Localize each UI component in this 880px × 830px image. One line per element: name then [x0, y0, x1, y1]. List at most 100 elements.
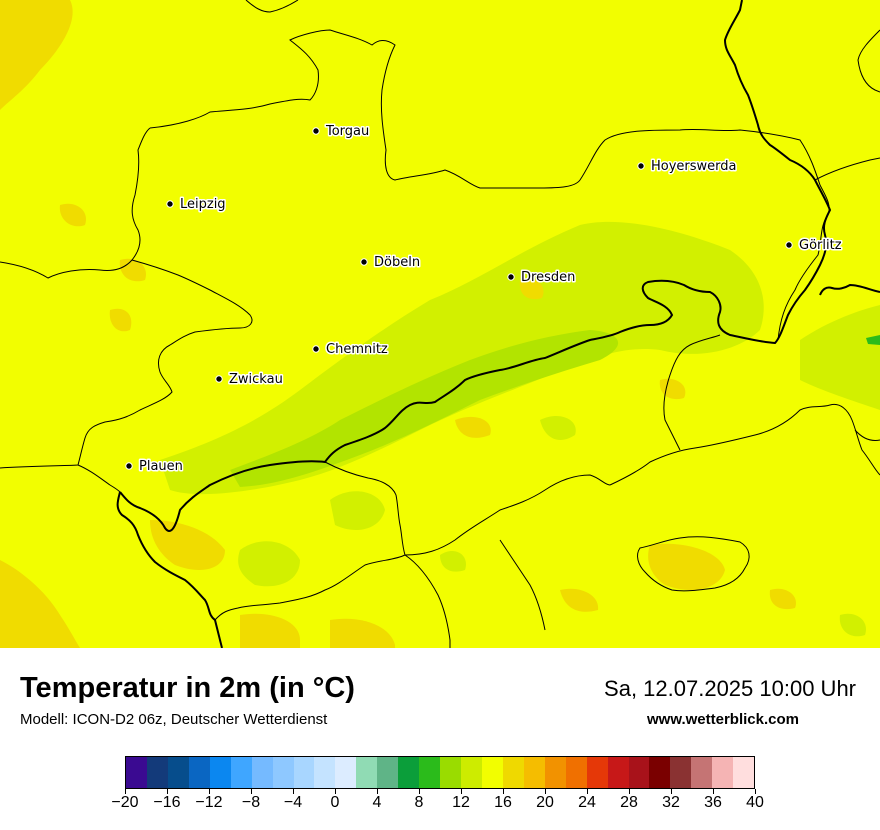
- colorbar-swatch: [272, 757, 294, 788]
- colorbar-swatch: [293, 757, 315, 788]
- colorbar-tick-mark: [586, 789, 588, 794]
- city-dot-plauen: [125, 462, 133, 470]
- warm-s2: [330, 618, 395, 648]
- colorbar-tick-mark: [712, 789, 714, 794]
- colorbar-swatch: [628, 757, 650, 788]
- warm-w1: [109, 308, 132, 332]
- colorbar-swatch: [733, 757, 755, 788]
- colorbar-swatch: [230, 757, 252, 788]
- country-border-e: [819, 283, 880, 296]
- colorbar-tick-label: 4: [372, 794, 382, 811]
- colorbar-tick-label: −4: [283, 794, 303, 811]
- colorbar-swatch: [502, 757, 524, 788]
- city-label: Dresden: [521, 270, 575, 285]
- colorbar-tick-mark: [460, 789, 462, 794]
- region-borders: [0, 0, 880, 648]
- cool-south-2: [330, 491, 385, 530]
- colorbar-swatch: [126, 757, 147, 788]
- colorbar-tick-label: 32: [662, 794, 680, 811]
- colorbar-swatch: [440, 757, 461, 788]
- colorbar-swatch: [209, 757, 231, 788]
- colorbar-swatch: [461, 757, 482, 788]
- colorbar-swatch: [670, 757, 692, 788]
- city-label: Leipzig: [180, 197, 226, 212]
- colorbar-swatch: [712, 757, 734, 788]
- warm-w2: [59, 203, 86, 227]
- colorbar-tick-mark: [208, 789, 210, 794]
- colorbar-swatch: [649, 757, 671, 788]
- colorbar-tick-label: 36: [704, 794, 722, 811]
- warm-se1: [648, 543, 725, 590]
- colorbar-swatch: [314, 757, 336, 788]
- colorbar-swatch: [356, 757, 378, 788]
- colorbar-tick-label: 20: [536, 794, 554, 811]
- cool-east: [800, 305, 880, 410]
- colorbar-tick-mark: [502, 789, 504, 794]
- colorbar-tick-label: 28: [620, 794, 638, 811]
- city-label: Plauen: [139, 459, 183, 474]
- city-dot-döbeln: [360, 258, 368, 266]
- city-label: Hoyerswerda: [651, 159, 737, 174]
- colorbar-tick-label: 40: [746, 794, 764, 811]
- warm-se2: [560, 588, 599, 612]
- cool-south-1: [238, 541, 300, 587]
- state-border: [149, 29, 830, 341]
- colorbar-tick-label: 0: [330, 794, 340, 811]
- colorbar-tick-mark: [628, 789, 630, 794]
- colorbar-swatch: [419, 757, 441, 788]
- colorbar-swatch: [691, 757, 713, 788]
- warm-nw: [0, 0, 73, 110]
- city-label: Zwickau: [229, 372, 283, 387]
- colorbar-tick-mark: [250, 789, 252, 794]
- temperature-colorbar: [125, 756, 755, 789]
- colorbar-swatch: [251, 757, 273, 788]
- city-dot-zwickau: [215, 375, 223, 383]
- green-spot: [866, 335, 880, 345]
- forecast-datetime: Sa, 12.07.2025 10:00 Uhr: [604, 676, 856, 701]
- warm-sw: [0, 560, 80, 648]
- city-dot-leipzig: [166, 200, 174, 208]
- colorbar-tick-label: −12: [195, 794, 223, 811]
- colorbar-tick-label: 24: [578, 794, 596, 811]
- city-label: Torgau: [325, 124, 369, 139]
- colorbar-swatch: [565, 757, 587, 788]
- colorbar-swatch: [398, 757, 420, 788]
- city-dot-torgau: [312, 127, 320, 135]
- warm-c2: [519, 278, 544, 300]
- cool-band: [160, 221, 764, 495]
- model-info: Modell: ICON-D2 06z, Deutscher Wetterdie…: [20, 711, 328, 728]
- colorbar-swatch: [523, 757, 545, 788]
- colorbar-tick-mark: [124, 789, 126, 794]
- city-dot-görlitz: [785, 241, 793, 249]
- colorbar-swatch: [586, 757, 608, 788]
- city-dot-chemnitz: [312, 345, 320, 353]
- colorbar-tick-mark: [166, 789, 168, 794]
- colorbar-swatch: [377, 757, 399, 788]
- colorbar-tick-label: 12: [452, 794, 470, 811]
- colorbar-ticks: −20 −16 −12 −8 −4 0 4 8 12 16 20 24 28 32 36 40: [111, 789, 764, 825]
- colorbar-tick-label: −20: [111, 794, 139, 811]
- city-label: Görlitz: [799, 238, 842, 253]
- map-title: Temperatur in 2m (in °C): [20, 672, 355, 704]
- warm-w3: [119, 258, 146, 282]
- cool-south-4: [839, 613, 866, 637]
- colorbar-tick-mark: [376, 789, 378, 794]
- country-border: [119, 0, 832, 532]
- map-canvas: Torgau Hoyerswerda Leipzig Görlitz Döbeln Dre…: [0, 0, 880, 649]
- city-markers: Torgau Hoyerswerda Leipzig Görlitz Döbeln Dre…: [125, 123, 843, 476]
- warm-e2: [769, 588, 796, 610]
- colorbar-swatch: [188, 757, 210, 788]
- colorbar-swatch: [481, 757, 503, 788]
- warm-e1: [659, 378, 686, 400]
- website-link[interactable]: www.wetterblick.com: [647, 711, 799, 728]
- colorbar-swatch: [335, 757, 357, 788]
- colorbar-swatch: [544, 757, 566, 788]
- city-label: Döbeln: [374, 255, 420, 270]
- colorbar-swatch: [607, 757, 629, 788]
- city-dot-hoyerswerda: [637, 162, 645, 170]
- warm-c1: [455, 416, 491, 438]
- colorbar-tick-mark: [670, 789, 672, 794]
- colorbar-tick-mark: [754, 789, 756, 794]
- city-label: Chemnitz: [326, 342, 388, 357]
- warm-sw2: [150, 520, 225, 570]
